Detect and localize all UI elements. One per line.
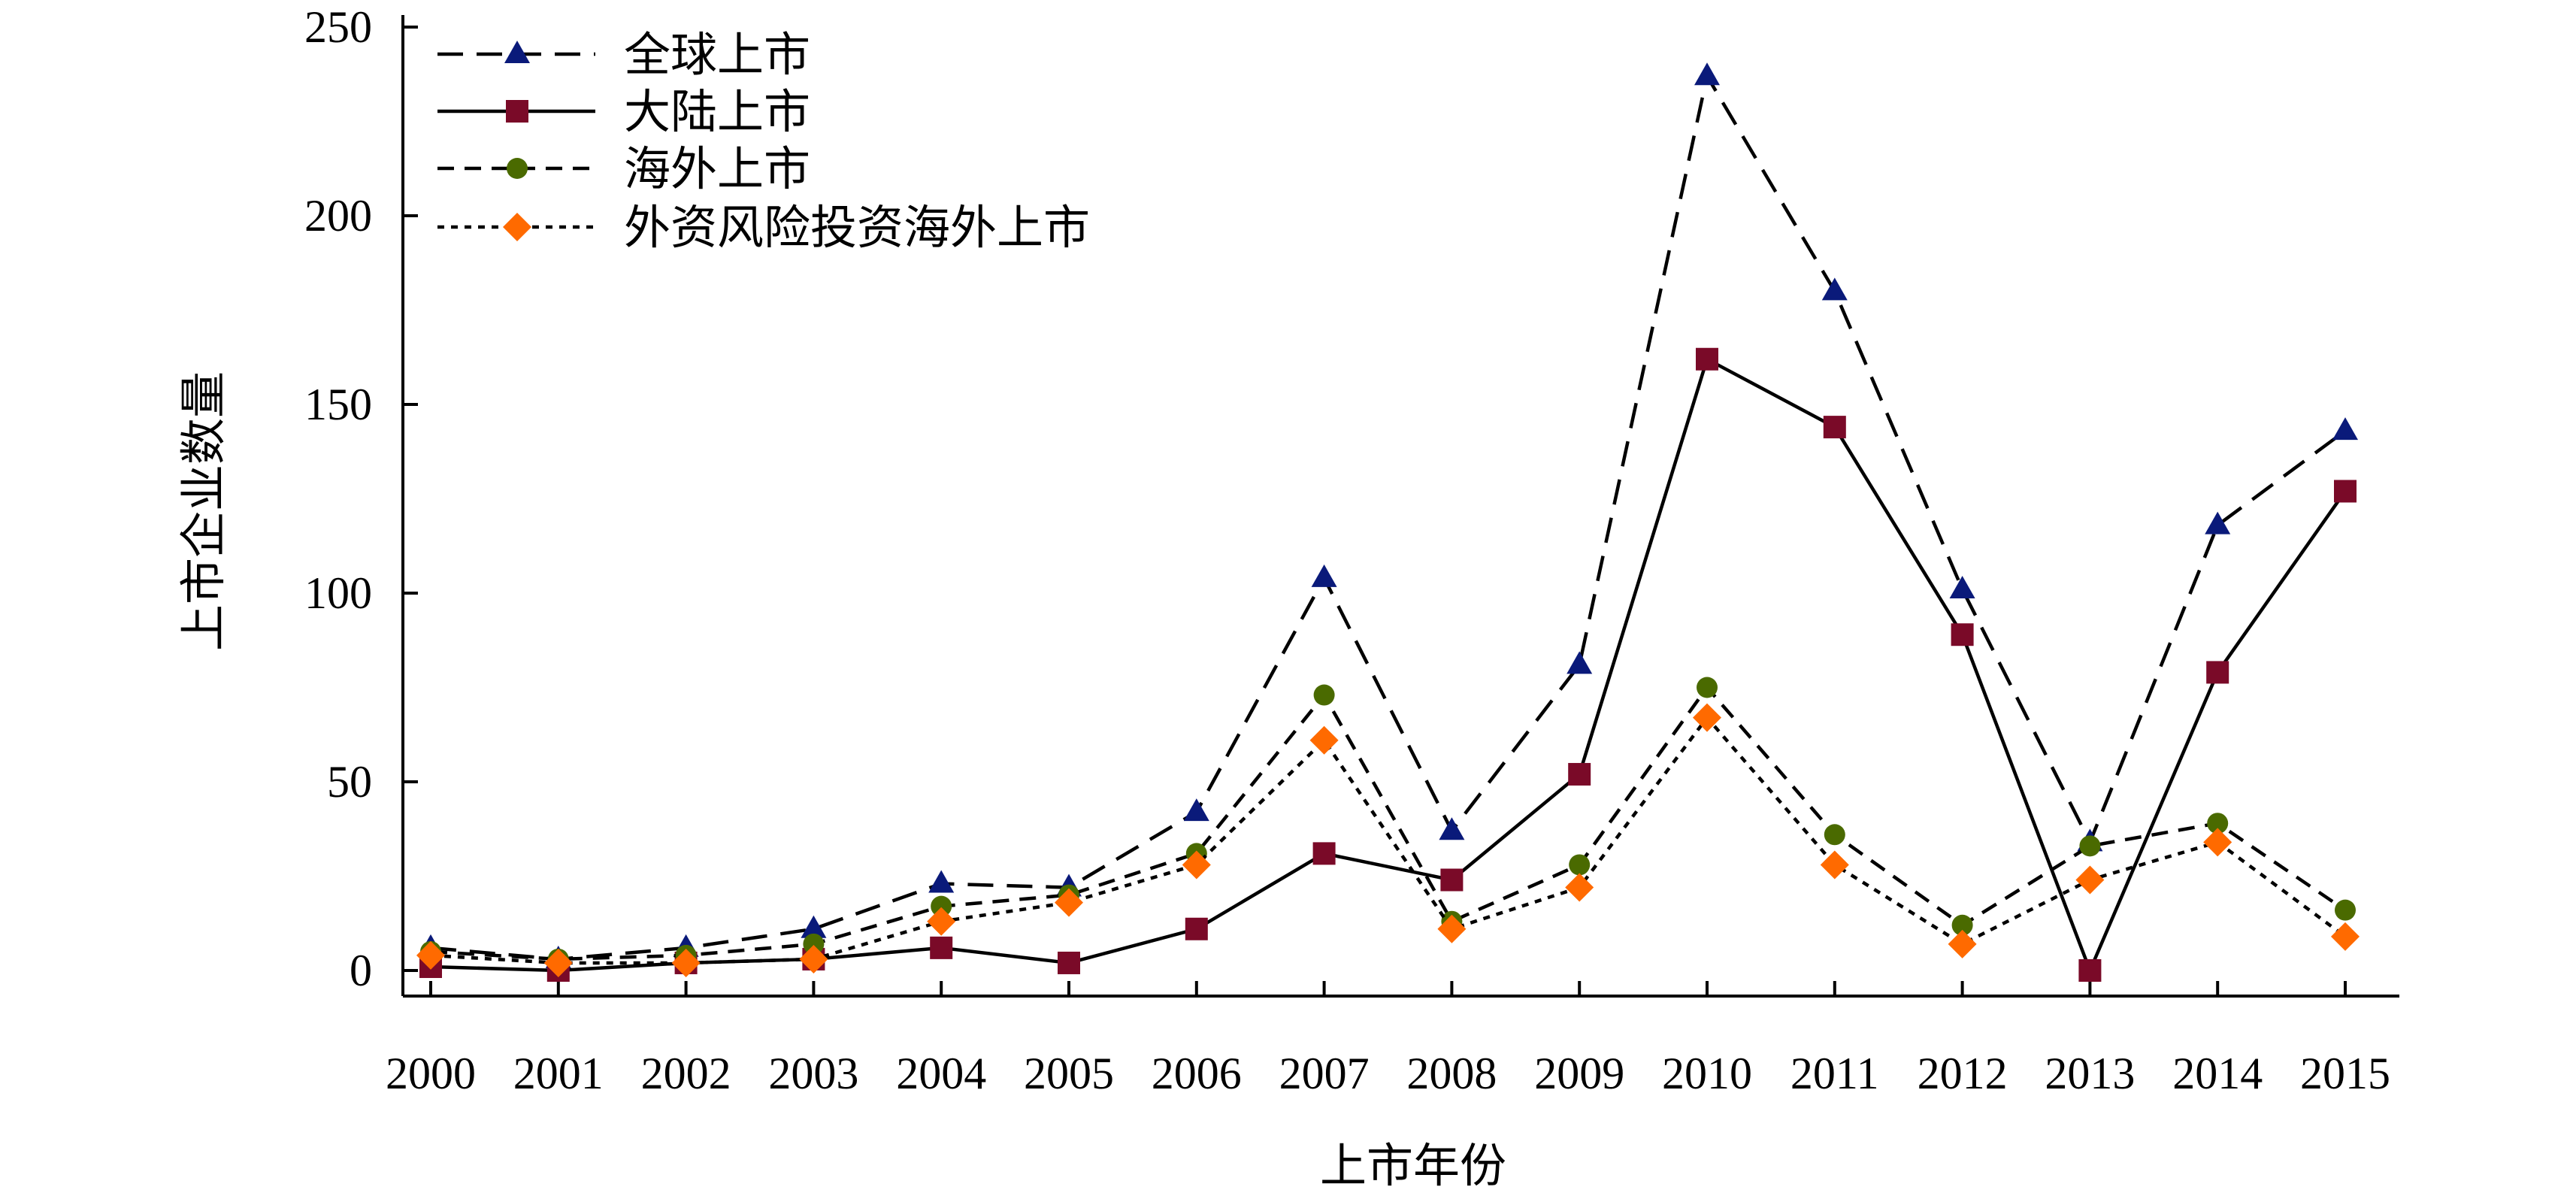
series-line (430, 71, 2347, 961)
data-point-triangle (1183, 798, 1209, 822)
x-tick-label: 2010 (1662, 1049, 1752, 1098)
data-point-diamond (927, 907, 956, 936)
data-point-circle (1697, 677, 1718, 698)
data-point-square (1568, 762, 1591, 786)
legend-marker-square (506, 100, 528, 123)
series-line (430, 715, 2347, 965)
axes (401, 15, 2399, 998)
data-point-triangle (1439, 817, 1465, 840)
series-diamond (416, 703, 2360, 977)
data-point-circle (2207, 813, 2229, 834)
x-tick-label: 2002 (641, 1049, 731, 1098)
x-tick-label: 2004 (896, 1049, 986, 1098)
x-tick-label: 2013 (2045, 1049, 2135, 1098)
x-tick-label: 2003 (768, 1049, 858, 1098)
data-point-diamond (2075, 865, 2105, 895)
data-point-triangle (2332, 417, 2358, 441)
series-line (430, 684, 2347, 961)
data-point-diamond (543, 948, 573, 977)
y-ticks: 0 50 100 150 200 250 (304, 2, 418, 995)
data-point-square (1951, 623, 1974, 646)
legend-marker-circle (507, 158, 528, 179)
y-tick-label: 200 (304, 191, 372, 241)
data-point-circle (1951, 914, 1973, 936)
legend-label: 海外上市 (624, 144, 810, 195)
data-point-triangle (1566, 651, 1593, 674)
series-triangle (418, 62, 2358, 968)
x-tick-label: 2009 (1534, 1049, 1624, 1098)
data-point-square (1696, 347, 1718, 371)
data-point-diamond (1182, 850, 1211, 880)
legend-item: 外资风险投资海外上市 (437, 203, 1090, 254)
x-ticks: 2000 2001 2002 2003 2004 2005 2006 2007 2008 2009… (386, 981, 2390, 1098)
legend-item: 海外上市 (437, 144, 810, 195)
data-point-diamond (1565, 873, 1594, 902)
data-point-triangle (1694, 62, 1720, 86)
data-point-circle (803, 933, 825, 955)
data-point-diamond (1309, 725, 1339, 755)
data-point-square (930, 936, 953, 959)
data-point-circle (1569, 854, 1591, 876)
data-point-diamond (416, 940, 445, 970)
x-tick-label: 2011 (1790, 1049, 1879, 1098)
data-point-diamond (2331, 922, 2360, 951)
y-tick-label: 0 (350, 946, 372, 995)
legend-item: 全球上市 (437, 30, 810, 81)
y-axis-label: 上市企业数量 (179, 371, 230, 651)
x-tick-label: 2007 (1279, 1049, 1370, 1098)
data-point-square (2206, 661, 2229, 684)
data-point-diamond (1820, 850, 1849, 880)
x-tick-label: 2001 (513, 1049, 604, 1098)
data-point-square (2334, 480, 2357, 503)
y-tick-label: 150 (304, 380, 372, 429)
legend-label: 全球上市 (624, 30, 810, 81)
y-tick-label: 100 (304, 568, 372, 618)
data-point-diamond (671, 948, 701, 977)
data-point-diamond (2203, 828, 2232, 857)
data-point-square (1440, 868, 1464, 892)
series-group (416, 62, 2360, 982)
x-axis-label: 上市年份 (1320, 1141, 1506, 1192)
data-point-diamond (1055, 888, 1083, 917)
legend-marker-triangle (504, 41, 530, 63)
legend-label: 外资风险投资海外上市 (624, 203, 1090, 254)
series-line (430, 356, 2347, 976)
data-point-square (1185, 917, 1208, 940)
legend-marker-diamond (503, 213, 531, 241)
data-point-square (1823, 416, 1846, 439)
data-point-circle (931, 895, 952, 917)
data-point-circle (2079, 835, 2101, 857)
data-point-circle (2335, 899, 2356, 921)
data-point-diamond (1693, 703, 1721, 732)
data-point-square (1312, 842, 1336, 865)
x-tick-label: 2014 (2172, 1049, 2263, 1098)
x-tick-label: 2012 (1918, 1049, 2008, 1098)
data-point-circle (1313, 684, 1335, 706)
data-point-triangle (1311, 564, 1337, 587)
data-point-triangle (1949, 575, 1975, 598)
data-point-circle (1824, 824, 1845, 846)
data-point-square (1058, 951, 1080, 974)
y-tick-label: 250 (304, 2, 372, 52)
x-tick-label: 2000 (386, 1049, 476, 1098)
data-point-diamond (1948, 929, 1977, 958)
x-tick-label: 2006 (1152, 1049, 1242, 1098)
y-tick-label: 50 (327, 757, 372, 807)
data-point-diamond (799, 944, 828, 973)
legend-label: 大陆上市 (624, 87, 810, 138)
x-tick-label: 2005 (1024, 1049, 1114, 1098)
legend-item: 大陆上市 (437, 87, 810, 138)
data-point-diamond (1437, 914, 1467, 943)
data-point-triangle (1821, 277, 1848, 301)
series-circle (420, 677, 2356, 970)
data-point-triangle (928, 870, 955, 893)
data-point-square (2078, 959, 2102, 982)
data-point-triangle (2205, 511, 2231, 534)
x-tick-label: 2015 (2300, 1049, 2390, 1098)
series-square (419, 347, 2357, 982)
x-tick-label: 2008 (1406, 1049, 1497, 1098)
data-point-triangle (801, 915, 827, 938)
